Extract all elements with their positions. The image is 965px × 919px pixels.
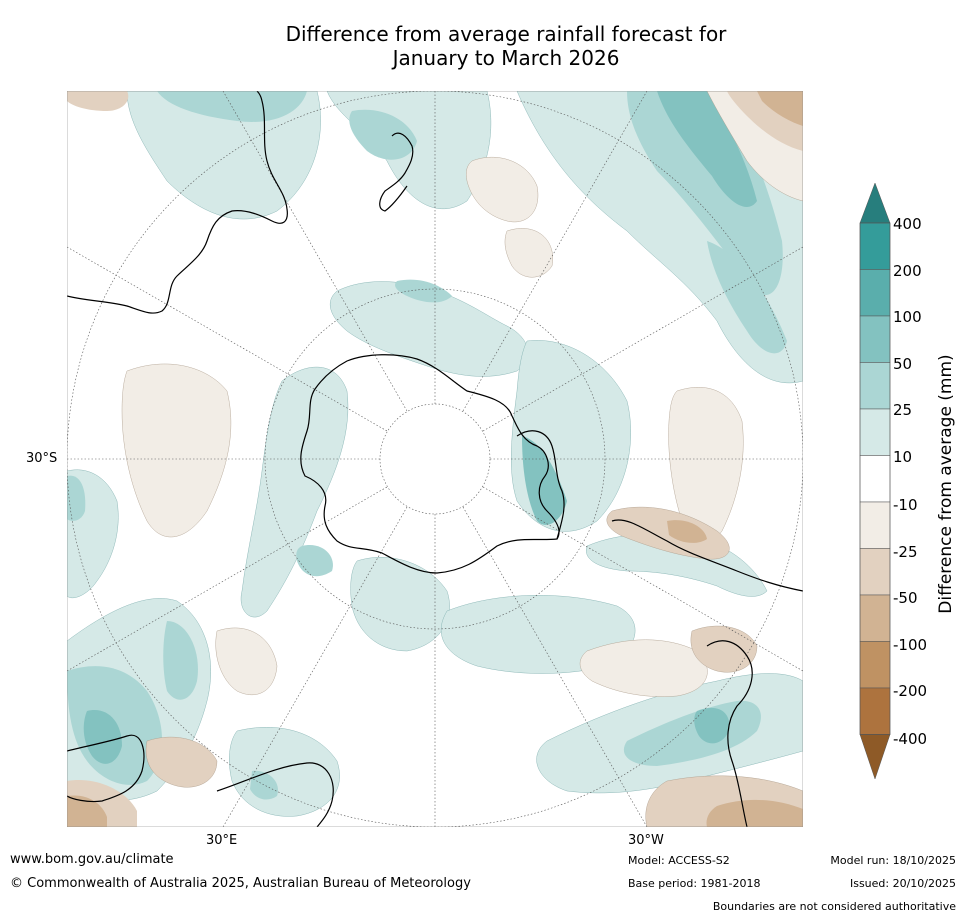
new-zealand-coast: [379, 132, 414, 212]
colorbar-bin-minus100-minus200: [859, 641, 891, 689]
colorbar-bin-25-50: [859, 362, 891, 410]
colorbar-tick-10: 10: [893, 448, 913, 466]
south-america-coast: [611, 519, 803, 592]
colorbar-tick-minus100: -100: [893, 636, 928, 654]
colorbar-tick-50: 50: [893, 355, 913, 373]
colorbar-under-triangle: [859, 734, 891, 780]
boundaries-disclaimer: Boundaries are not considered authoritat…: [712, 900, 956, 913]
colorbar-tick-25: 25: [893, 401, 913, 419]
colorbar-tick-400: 400: [893, 215, 922, 233]
graticule: [67, 91, 803, 827]
colorbar-bin-200-400: [859, 222, 891, 270]
africa-coast: [67, 734, 145, 803]
colorbar: [859, 182, 891, 780]
antarctica-coast: [300, 354, 560, 574]
copyright-notice: © Commonwealth of Australia 2025, Austra…: [10, 876, 471, 891]
polar-rainfall-map: [67, 91, 803, 827]
title-line-1: Difference from average rainfall forecas…: [285, 22, 727, 46]
longitude-label-30w: 30°W: [628, 833, 664, 848]
latitude-label-30s: 30°S: [26, 451, 58, 466]
colorbar-bin-minus25-minus50: [859, 548, 891, 596]
map-title: Difference from average rainfall forecas…: [0, 22, 965, 70]
website-link[interactable]: www.bom.gov.au/climate: [10, 852, 174, 867]
longitude-label-30e: 30°E: [206, 833, 238, 848]
colorbar-bin-minus50-minus100: [859, 594, 891, 642]
colorbar-tick-minus200: -200: [893, 682, 928, 700]
colorbar-tick-minus50: -50: [893, 589, 918, 607]
colorbar-tick-100: 100: [893, 308, 922, 326]
colorbar-bin-10-25: [859, 408, 891, 456]
colorbar-title-text: Difference from average (mm): [936, 354, 956, 614]
south-america-east-coast: [706, 640, 753, 827]
drier-anomaly-areas: [67, 91, 803, 827]
title-line-2: January to March 2026: [392, 46, 620, 70]
antarctic-peninsula: [516, 430, 565, 540]
colorbar-tick-minus25: -25: [893, 543, 918, 561]
colorbar-tick-minus10: -10: [893, 496, 918, 514]
colorbar-bin-minus200-minus400: [859, 687, 891, 735]
australia-coast: [67, 91, 288, 314]
colorbar-tick-200: 200: [893, 262, 922, 280]
colorbar-bin-neutral: [859, 455, 891, 503]
africa-south-coast: [216, 762, 334, 827]
colorbar-bin-50-100: [859, 315, 891, 363]
model-name: Model: ACCESS-S2: [628, 854, 730, 867]
colorbar-over-triangle: [859, 182, 891, 224]
colorbar-tick-minus400: -400: [893, 730, 928, 748]
issued-date: Issued: 20/10/2025: [849, 877, 956, 890]
base-period: Base period: 1981-2018: [628, 877, 761, 890]
colorbar-bin-minus10-minus25: [859, 501, 891, 549]
coastlines: [67, 91, 803, 827]
colorbar-bin-100-200: [859, 269, 891, 317]
model-run-date: Model run: 18/10/2025: [830, 854, 956, 867]
